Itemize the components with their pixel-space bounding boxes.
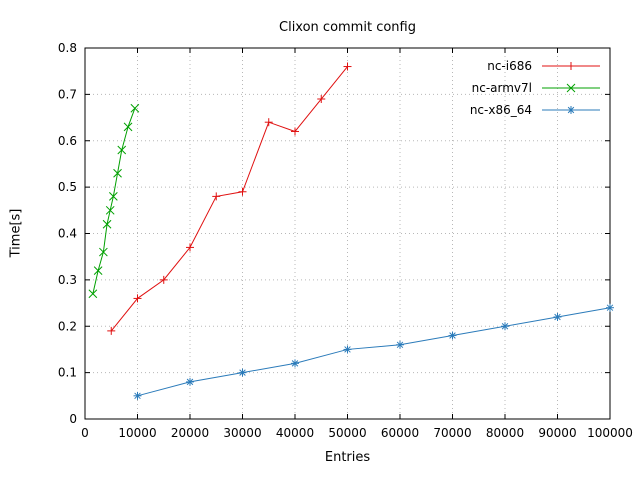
x-tick-label: 70000 (433, 426, 471, 440)
x-tick-label: 80000 (486, 426, 524, 440)
marker-nc-x86_64 (344, 346, 351, 353)
marker-nc-x86_64 (396, 341, 404, 349)
marker-nc-x86_64 (606, 304, 614, 311)
x-tick-label: 0 (81, 426, 89, 440)
marker-nc-x86_64 (554, 313, 561, 321)
x-tick-label: 90000 (538, 426, 576, 440)
x-tick-label: 100000 (587, 426, 633, 440)
chart-title: Clixon commit config (279, 20, 416, 35)
x-axis-label: Entries (324, 450, 371, 465)
marker-nc-armv7l (102, 219, 112, 229)
legend-label-nc-i686: nc-i686 (487, 59, 532, 73)
marker-nc-x86_64 (134, 392, 141, 400)
marker-nc-x86_64 (291, 360, 299, 367)
x-tick-label: 40000 (276, 426, 314, 440)
marker-nc-armv7l (99, 247, 108, 257)
marker-nc-x86_64 (449, 332, 456, 339)
y-tick-label: 0.6 (58, 134, 77, 148)
series-line-nc-armv7l (92, 108, 136, 294)
marker-nc-armv7l (117, 145, 127, 155)
y-tick-label: 0.1 (58, 366, 77, 380)
legend-label-nc-x86_64: nc-x86_64 (470, 103, 532, 117)
y-tick-label: 0.5 (58, 180, 77, 194)
y-tick-label: 0 (69, 412, 77, 426)
marker-nc-armv7l (123, 122, 133, 132)
marker-nc-x86_64 (239, 369, 246, 376)
legend-label-nc-armv7l: nc-armv7l (472, 81, 532, 95)
x-tick-label: 30000 (223, 426, 261, 440)
marker-nc-armv7l (105, 205, 115, 215)
legend-marker-nc-x86_64 (567, 106, 575, 114)
series-line-nc-i686 (110, 66, 348, 332)
y-tick-label: 0.2 (58, 319, 77, 333)
y-tick-label: 0.8 (58, 41, 77, 55)
marker-nc-armv7l (130, 103, 140, 113)
y-tick-label: 0.3 (58, 273, 77, 287)
y-tick-label: 0.7 (58, 87, 77, 101)
marker-nc-x86_64 (501, 323, 509, 330)
y-tick-label: 0.4 (58, 227, 77, 241)
x-tick-label: 50000 (328, 426, 366, 440)
x-tick-label: 60000 (381, 426, 419, 440)
marker-nc-armv7l (93, 266, 103, 275)
y-axis-label: Time[s] (8, 208, 24, 258)
x-tick-label: 10000 (118, 426, 156, 440)
series-line-nc-x86_64 (137, 307, 611, 397)
x-tick-label: 20000 (171, 426, 209, 440)
legend-marker-nc-armv7l (566, 83, 576, 93)
marker-nc-x86_64 (186, 378, 194, 386)
marker-nc-armv7l (113, 168, 122, 178)
marker-nc-armv7l (88, 289, 98, 299)
marker-nc-armv7l (108, 192, 118, 201)
